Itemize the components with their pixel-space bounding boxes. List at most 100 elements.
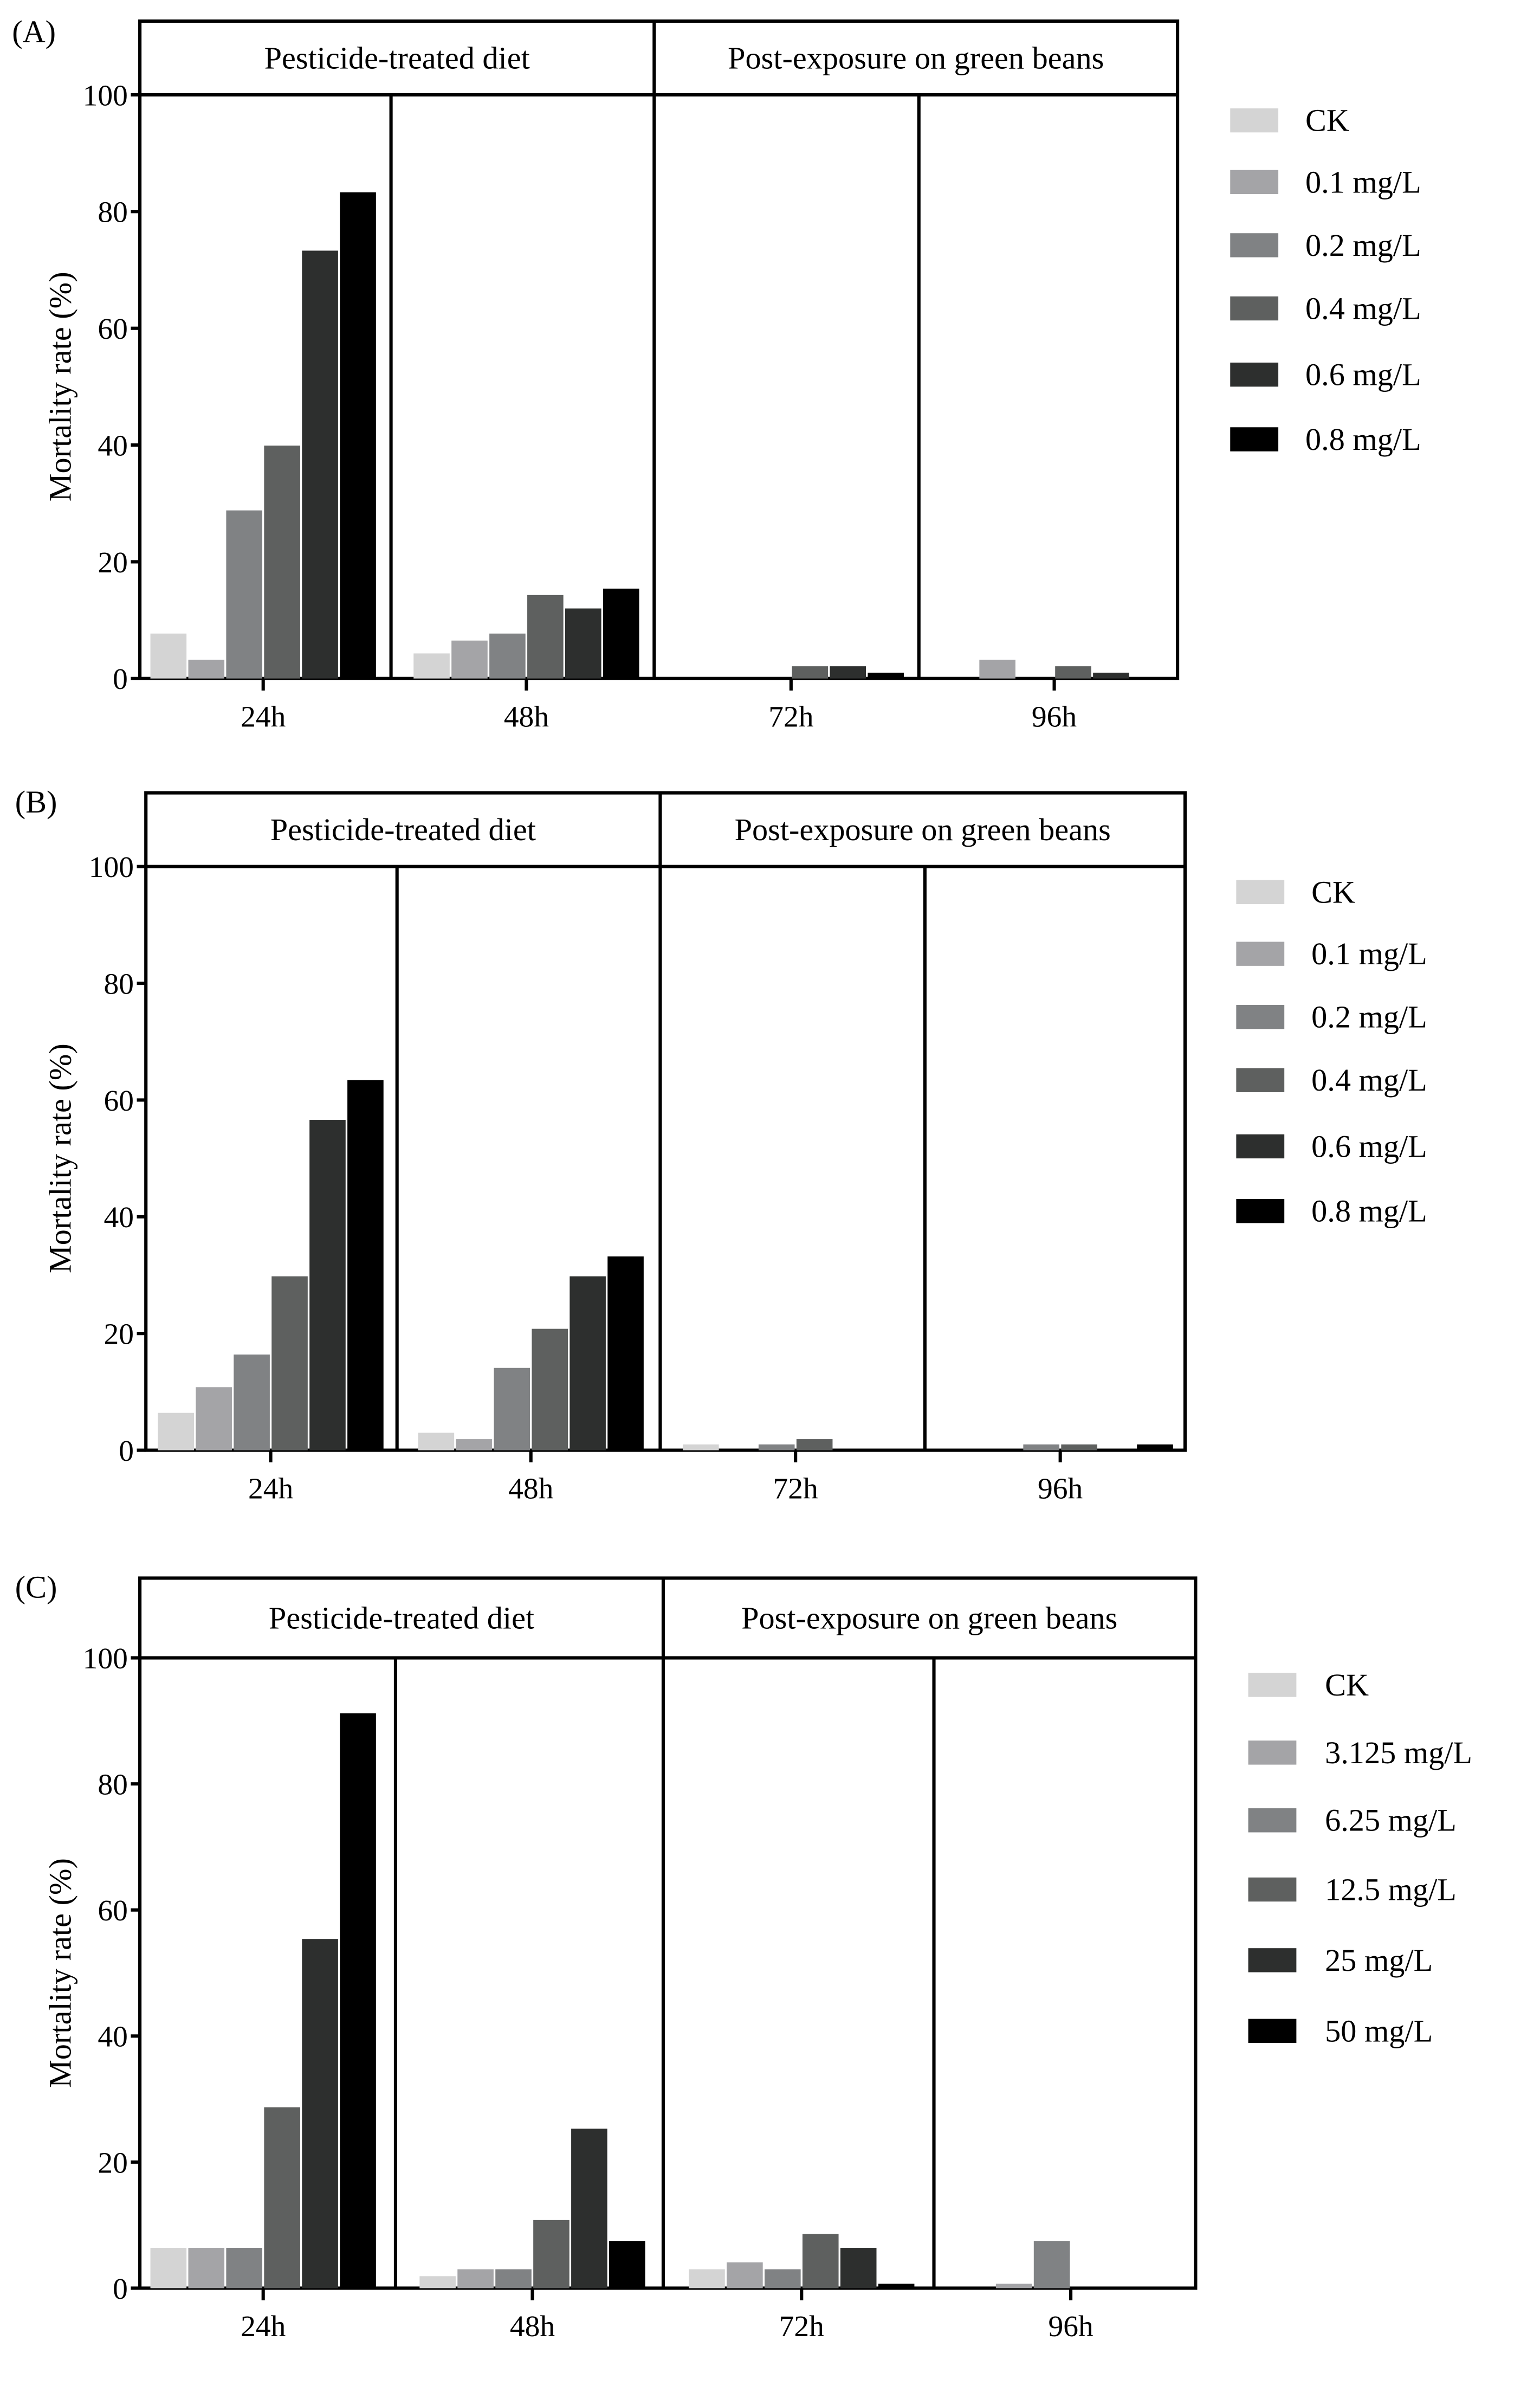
x-tick-label: 48h xyxy=(508,1472,553,1505)
x-tick-label: 48h xyxy=(510,2310,555,2343)
legend-swatch xyxy=(1248,1740,1297,1765)
panel-frame xyxy=(138,19,1180,680)
header-post-exposure: Post-exposure on green beans xyxy=(728,40,1104,75)
bar-48h-3 xyxy=(532,1329,568,1450)
bar-48h-5 xyxy=(603,588,639,679)
panel-label: (C) xyxy=(15,1570,57,1605)
legend-swatch xyxy=(1236,1068,1285,1092)
bar-72h-5 xyxy=(878,2284,915,2288)
bar-48h-1 xyxy=(451,640,488,679)
bar-48h-0 xyxy=(413,653,450,679)
y-tick-label: 40 xyxy=(98,429,128,462)
legend-label: 12.5 mg/L xyxy=(1325,1872,1457,1907)
bar-48h-0 xyxy=(418,1433,455,1450)
legend-swatch xyxy=(1248,2019,1297,2043)
y-axis-label: Mortality rate (%) xyxy=(42,1858,77,2088)
legend-label: CK xyxy=(1325,1667,1369,1703)
panel-frame xyxy=(144,791,1187,1452)
legend-swatch xyxy=(1230,108,1279,133)
bar-72h-4 xyxy=(840,2248,877,2288)
legend-swatch xyxy=(1236,942,1285,966)
y-tick-label: 100 xyxy=(89,851,134,884)
y-tick-label: 20 xyxy=(98,546,128,579)
x-tick-label: 96h xyxy=(1048,2310,1093,2343)
bar-48h-4 xyxy=(570,1276,606,1450)
legend-swatch xyxy=(1230,233,1279,257)
bar-48h-1 xyxy=(457,2269,494,2288)
legend-label: 6.25 mg/L xyxy=(1325,1803,1457,1838)
bar-48h-5 xyxy=(609,2241,645,2288)
legend-label: 25 mg/L xyxy=(1325,1943,1433,1978)
bar-72h-4 xyxy=(830,666,866,679)
bar-24h-2 xyxy=(234,1354,270,1450)
bar-72h-1 xyxy=(727,2262,763,2288)
bar-72h-0 xyxy=(683,1444,719,1450)
bar-48h-1 xyxy=(456,1439,493,1450)
bar-48h-0 xyxy=(419,2276,456,2288)
x-tick-label: 72h xyxy=(779,2310,825,2343)
bar-24h-5 xyxy=(347,1080,384,1450)
legend-label: 0.1 mg/L xyxy=(1305,164,1421,199)
x-tick-label: 24h xyxy=(241,701,286,734)
bar-48h-3 xyxy=(527,595,564,679)
legend-swatch xyxy=(1236,1199,1285,1223)
header-post-exposure: Post-exposure on green beans xyxy=(735,812,1111,847)
legend-label: 50 mg/L xyxy=(1325,2013,1433,2048)
y-tick-label: 100 xyxy=(83,79,128,112)
y-tick-label: 80 xyxy=(98,1769,128,1802)
legend-label: 0.4 mg/L xyxy=(1311,1062,1427,1098)
x-tick-label: 96h xyxy=(1038,1472,1083,1505)
y-tick-label: 60 xyxy=(98,313,128,346)
bar-24h-3 xyxy=(264,2107,300,2288)
y-tick-label: 20 xyxy=(104,1318,134,1351)
bar-96h-3 xyxy=(1055,666,1091,679)
bar-24h-1 xyxy=(188,2248,225,2288)
bar-96h-2 xyxy=(1033,2241,1070,2288)
bar-24h-4 xyxy=(302,1939,338,2288)
panel-frame xyxy=(138,1576,1198,2290)
legend-swatch xyxy=(1248,1673,1297,1697)
y-axis-label: Mortality rate (%) xyxy=(42,272,77,501)
legend-swatch xyxy=(1236,1134,1285,1159)
legend-label: 3.125 mg/L xyxy=(1325,1735,1472,1770)
y-tick-label: 60 xyxy=(104,1085,134,1118)
bar-24h-1 xyxy=(188,660,225,679)
legend-label: 0.2 mg/L xyxy=(1305,228,1421,263)
bar-24h-5 xyxy=(340,1713,376,2288)
header-diet: Pesticide-treated diet xyxy=(264,40,530,75)
bar-48h-5 xyxy=(607,1256,644,1450)
bar-72h-5 xyxy=(868,672,904,679)
x-tick-label: 72h xyxy=(773,1472,819,1505)
legend-swatch xyxy=(1248,1948,1297,1972)
bar-72h-3 xyxy=(792,666,829,679)
y-tick-label: 60 xyxy=(98,1894,128,1927)
legend-label: 0.1 mg/L xyxy=(1311,936,1427,971)
bar-48h-4 xyxy=(565,608,601,679)
legend-label: 0.6 mg/L xyxy=(1305,357,1421,392)
legend-label: 0.8 mg/L xyxy=(1311,1194,1427,1229)
legend-swatch xyxy=(1230,362,1279,387)
y-tick-label: 80 xyxy=(98,196,128,229)
legend-swatch xyxy=(1236,880,1285,905)
bar-24h-0 xyxy=(150,2248,187,2288)
bar-48h-2 xyxy=(495,2269,532,2288)
bar-24h-0 xyxy=(158,1413,195,1450)
x-tick-label: 96h xyxy=(1032,701,1077,734)
bar-24h-3 xyxy=(271,1276,308,1450)
bar-24h-0 xyxy=(150,633,187,679)
legend-swatch xyxy=(1248,1808,1297,1833)
header-post-exposure: Post-exposure on green beans xyxy=(741,1600,1117,1635)
legend-label: 0.6 mg/L xyxy=(1311,1129,1427,1164)
x-tick-label: 72h xyxy=(768,701,814,734)
x-tick-label: 24h xyxy=(241,2310,286,2343)
y-tick-label: 80 xyxy=(104,968,134,1001)
bar-96h-1 xyxy=(995,2284,1032,2288)
bar-48h-3 xyxy=(533,2220,570,2288)
legend-swatch xyxy=(1230,170,1279,195)
legend-swatch xyxy=(1230,296,1279,321)
panel-label: (A) xyxy=(12,14,56,49)
bar-96h-3 xyxy=(1061,1444,1097,1450)
y-axis-label: Mortality rate (%) xyxy=(42,1043,77,1273)
legend-label: CK xyxy=(1305,103,1349,138)
panel-label: (B) xyxy=(15,784,57,820)
